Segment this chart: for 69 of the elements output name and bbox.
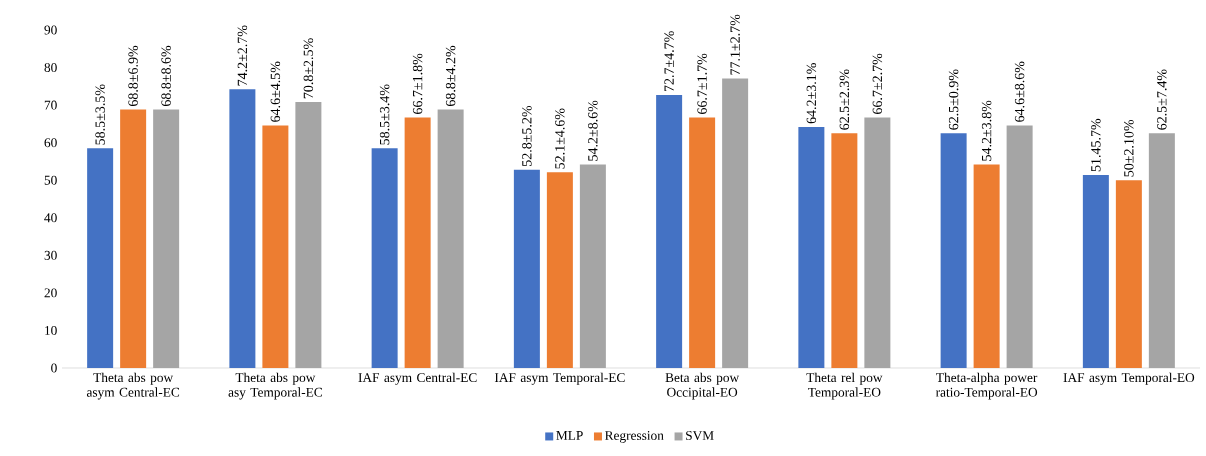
bar bbox=[1082, 174, 1109, 368]
bar bbox=[229, 89, 256, 368]
data-label: 68.8±4.2% bbox=[445, 45, 456, 107]
data-label: 72.7±4.7% bbox=[664, 31, 674, 92]
y-tick-label: 90 bbox=[44, 25, 57, 35]
data-label: 66.7±1.7% bbox=[697, 53, 707, 114]
x-tick-label: Theta abs pow asym Central-EC bbox=[86, 372, 180, 400]
data-label: 58.5±3.4% bbox=[379, 84, 390, 145]
y-tick-label: 10 bbox=[45, 325, 57, 335]
bar bbox=[940, 133, 967, 368]
data-label: 68.8±6.9% bbox=[128, 45, 138, 107]
bar bbox=[798, 126, 825, 368]
y-tick-label: 80 bbox=[44, 63, 57, 73]
data-label: 64.2±3.1% bbox=[806, 63, 817, 124]
data-label: 54.2±8.6% bbox=[588, 100, 598, 161]
bar bbox=[579, 164, 606, 368]
data-label: 66.7±1.8% bbox=[412, 53, 423, 114]
bar bbox=[404, 117, 431, 368]
x-tick-label: IAF asym Temporal-EO bbox=[1063, 372, 1195, 385]
y-tick-label: 0 bbox=[51, 363, 57, 373]
y-tick-label: 30 bbox=[44, 250, 57, 260]
bar bbox=[546, 172, 573, 368]
bar bbox=[689, 117, 716, 368]
legend-label: SVM bbox=[686, 431, 714, 441]
bar bbox=[295, 102, 322, 368]
bar bbox=[1115, 180, 1142, 368]
bar bbox=[864, 117, 891, 368]
data-label: 62.5±2.3% bbox=[839, 69, 850, 130]
bar bbox=[153, 109, 180, 368]
data-label: 50±2.10% bbox=[1124, 119, 1134, 177]
data-label: 62.5±0.9% bbox=[948, 69, 959, 130]
bar bbox=[120, 109, 147, 368]
x-tick-label: Beta abs pow Occipital-EO bbox=[665, 372, 740, 400]
data-label: 52.8±5.2% bbox=[522, 105, 532, 166]
data-label: 52.1±4.6% bbox=[555, 108, 565, 169]
y-tick-label: 60 bbox=[44, 138, 57, 148]
data-label: 54.2±3.8% bbox=[981, 100, 992, 161]
x-tick-label: Theta-alpha power ratio-Temporal-EO bbox=[935, 372, 1038, 400]
data-label: 77.1±2.7% bbox=[730, 14, 740, 75]
data-label: 58.5±3.5% bbox=[95, 84, 105, 145]
data-label: 66.7±2.7% bbox=[872, 53, 883, 114]
x-tick-label: Theta rel pow Temporal-EO bbox=[806, 372, 883, 400]
data-label: 62.5±7.4% bbox=[1157, 69, 1167, 130]
bar bbox=[262, 125, 289, 368]
data-label: 70.8±2.5% bbox=[303, 38, 314, 99]
bar bbox=[831, 133, 858, 368]
bar bbox=[513, 169, 540, 368]
data-label: 68.8±8.6% bbox=[161, 45, 171, 107]
y-tick-label: 70 bbox=[44, 100, 57, 110]
bar bbox=[973, 164, 1000, 368]
bar bbox=[1148, 133, 1175, 368]
x-tick-label: IAF asym Central-EC bbox=[358, 372, 477, 385]
data-label: 64.6±4.5% bbox=[270, 61, 281, 122]
data-label: 74.2±2.7% bbox=[237, 25, 248, 86]
x-tick-label: Theta abs pow asy Temporal-EC bbox=[228, 372, 322, 400]
legend-label: MLP bbox=[556, 431, 583, 440]
x-tick-label: IAF asym Temporal-EC bbox=[494, 372, 625, 385]
y-tick-label: 50 bbox=[44, 175, 57, 185]
data-label: 64.6±8.6% bbox=[1014, 61, 1025, 122]
legend-label: Regression bbox=[605, 431, 664, 443]
data-label: 51.45.7% bbox=[1091, 118, 1101, 172]
y-tick-label: 40 bbox=[44, 213, 57, 223]
bar bbox=[87, 148, 114, 368]
y-tick-label: 20 bbox=[44, 288, 57, 298]
bar bbox=[1006, 125, 1033, 368]
bar bbox=[656, 94, 683, 368]
bar bbox=[722, 78, 749, 368]
bar bbox=[371, 148, 398, 368]
bar bbox=[437, 109, 464, 368]
